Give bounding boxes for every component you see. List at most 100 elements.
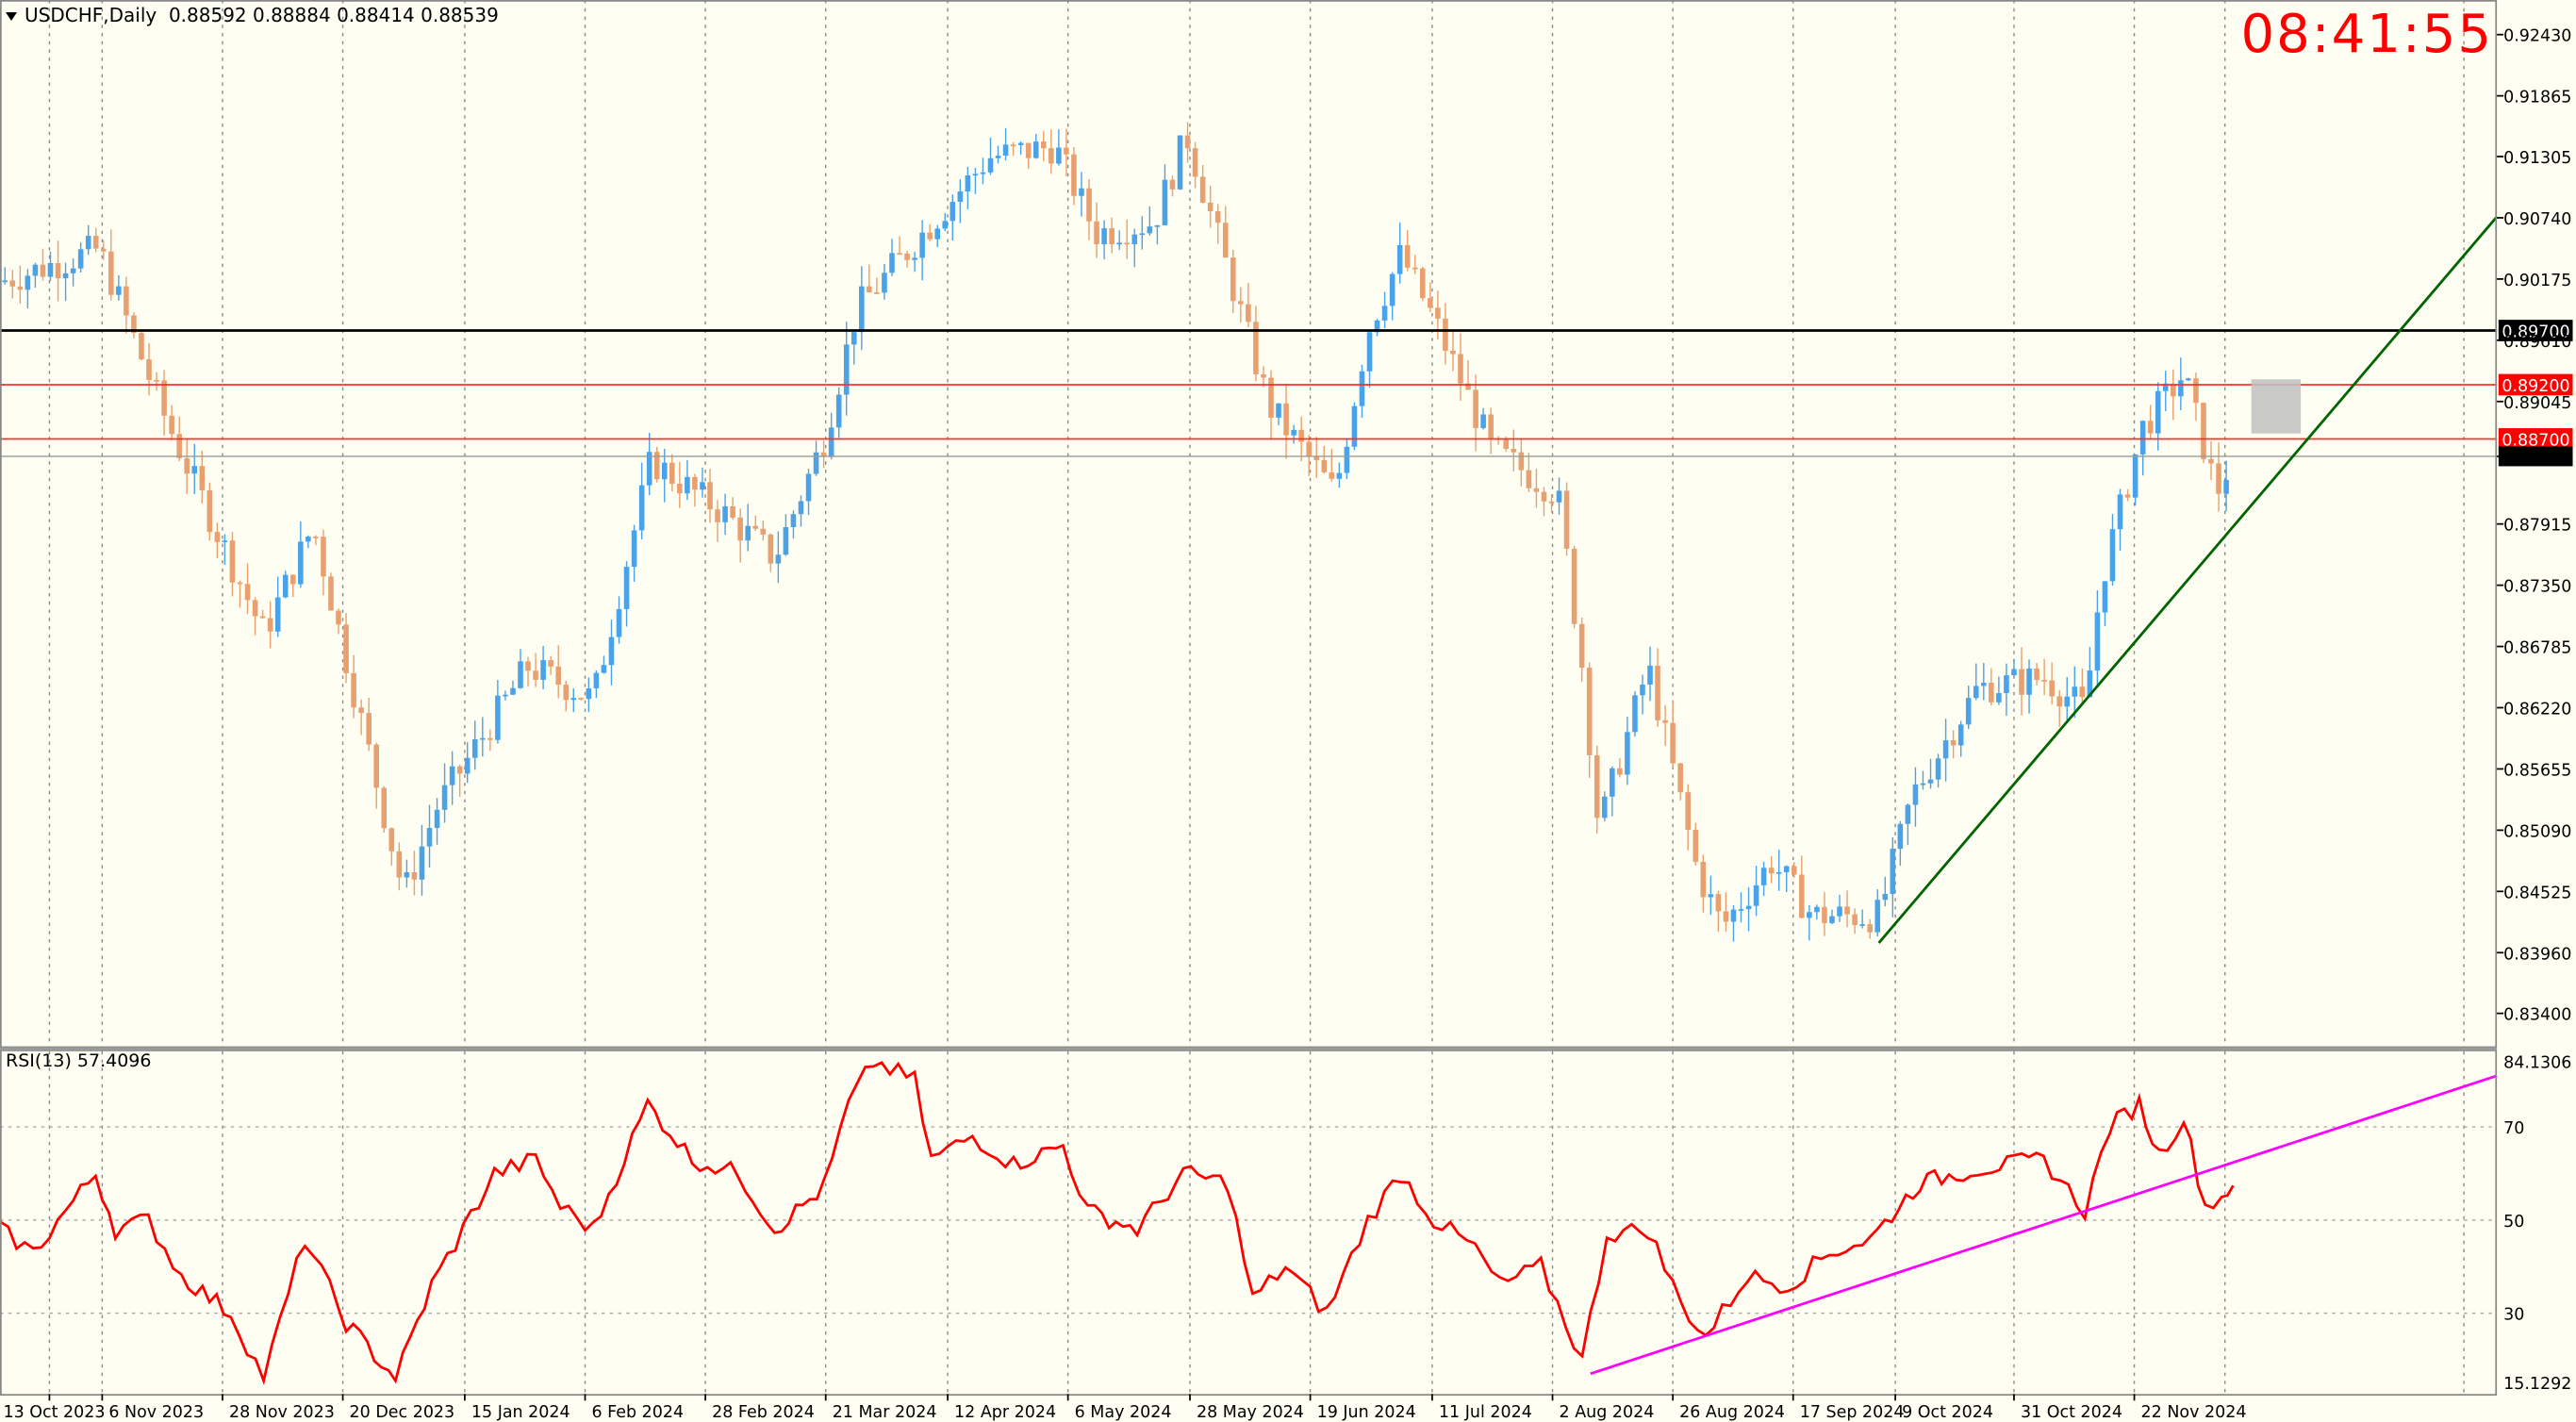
candle-body: [1321, 459, 1328, 472]
candle-body: [995, 156, 1001, 158]
candle-body: [1829, 916, 1835, 923]
candle-body: [1298, 429, 1304, 442]
candle-body: [1775, 871, 1782, 874]
candle-body: [2102, 581, 2108, 613]
candle-body: [1199, 176, 1206, 203]
level-label: 0.88700: [2502, 431, 2569, 450]
price-axis: 0.92430 0.91865 0.91305 0.90740 0.90175 0.896…: [2497, 27, 2571, 1025]
candle-body: [608, 637, 615, 666]
candle-body: [229, 540, 236, 583]
price-tick-label: 0.85090: [2503, 822, 2571, 841]
candle-body: [388, 828, 395, 852]
candle-body: [2178, 380, 2184, 397]
candle-body: [1071, 154, 1077, 196]
candle-body: [1465, 383, 1471, 390]
time-tick-label: 6 Nov 2023: [108, 1403, 204, 1422]
price-tick-label: 0.89610: [2503, 333, 2571, 352]
candle-body: [441, 785, 448, 810]
candle-body: [1837, 906, 1842, 917]
candle-body: [1708, 894, 1714, 898]
candle-body: [456, 766, 463, 774]
candle-body: [1625, 732, 1630, 775]
candle-body: [1897, 823, 1904, 850]
candle-body: [1700, 861, 1707, 898]
rsi-panel: [0, 1061, 2235, 1386]
time-tick-label: 13 Oct 2023: [3, 1403, 105, 1422]
rsi-trendline[interactable]: [1590, 1074, 2498, 1376]
candle-body: [116, 286, 122, 295]
candle-body: [2132, 454, 2138, 498]
candle-body: [1942, 740, 1949, 759]
candle-body: [1935, 758, 1941, 780]
candle-body: [1192, 148, 1198, 177]
candle-body: [586, 688, 592, 700]
candle-body: [100, 248, 107, 252]
candle-body: [1511, 449, 1517, 453]
time-tick-label: 12 Apr 2024: [954, 1403, 1056, 1422]
candle-body: [434, 809, 440, 829]
candle-body: [820, 452, 827, 457]
candle-body: [1056, 147, 1062, 164]
candle-body: [2216, 463, 2221, 494]
candle-body: [1261, 373, 1266, 378]
price-tick-label: 0.91865: [2503, 89, 2571, 107]
candle-body: [1957, 724, 1964, 746]
candle-body: [1230, 257, 1236, 302]
candle-body: [1139, 233, 1146, 236]
dropdown-triangle-icon[interactable]: [6, 12, 17, 21]
candle-body: [146, 359, 152, 380]
candle-body: [1905, 804, 1911, 824]
candle-body: [715, 509, 720, 522]
candle-body: [882, 273, 887, 293]
candle-body: [1109, 228, 1115, 244]
candle-body: [313, 537, 319, 538]
server-clock: 08:41:55: [2240, 4, 2493, 65]
ohlc-values: 0.88592 0.88884 0.88414 0.88539: [168, 4, 499, 26]
candle-body: [1131, 234, 1138, 245]
time-tick-label: 19 Jun 2024: [1317, 1403, 1416, 1422]
candle-body: [1503, 439, 1510, 450]
candle-body: [1807, 912, 1812, 918]
candle-body: [2124, 494, 2131, 498]
candle-body: [1548, 501, 1555, 504]
candle-body: [1351, 405, 1358, 447]
candle-body: [25, 275, 31, 290]
candle-body: [1238, 301, 1244, 305]
candle-body: [768, 534, 774, 564]
candle-body: [1844, 906, 1850, 915]
candle-body: [1981, 683, 1987, 686]
candle-body: [358, 707, 364, 714]
candle-body: [1768, 868, 1775, 874]
level-label-bg: [2498, 428, 2573, 450]
candle-body: [638, 485, 645, 531]
candle-body: [570, 698, 577, 701]
highlight-zone[interactable]: [2251, 379, 2302, 434]
candle-body: [897, 253, 902, 256]
time-tick-label: 9 Oct 2024: [1902, 1403, 1993, 1422]
candle-body: [2162, 383, 2169, 391]
candle-body: [199, 466, 206, 490]
candle-body: [321, 537, 326, 577]
time-tick-label: 21 Mar 2024: [833, 1403, 937, 1422]
candle-body: [1882, 894, 1889, 901]
candle-body: [805, 473, 812, 502]
candle-body: [2, 280, 8, 283]
candle-body: [2041, 680, 2047, 682]
candle-body: [965, 175, 971, 192]
candle-body: [1912, 784, 1919, 805]
price-trendline[interactable]: [1877, 215, 2499, 944]
candle-body: [533, 670, 538, 680]
candle-body: [259, 616, 266, 619]
candle-body: [1283, 403, 1289, 436]
candle-body: [616, 608, 622, 637]
candle-body: [404, 871, 410, 878]
candle-body: [1610, 768, 1615, 797]
candle-body: [298, 541, 304, 585]
level-label-bg: [2498, 373, 2573, 396]
candle-body: [2034, 668, 2039, 681]
horizontal-levels[interactable]: 0.89700 0.89200 0.88700: [0, 320, 2573, 467]
candle-body: [2064, 696, 2071, 707]
candle-body: [2139, 421, 2146, 455]
candle-body: [555, 666, 561, 686]
